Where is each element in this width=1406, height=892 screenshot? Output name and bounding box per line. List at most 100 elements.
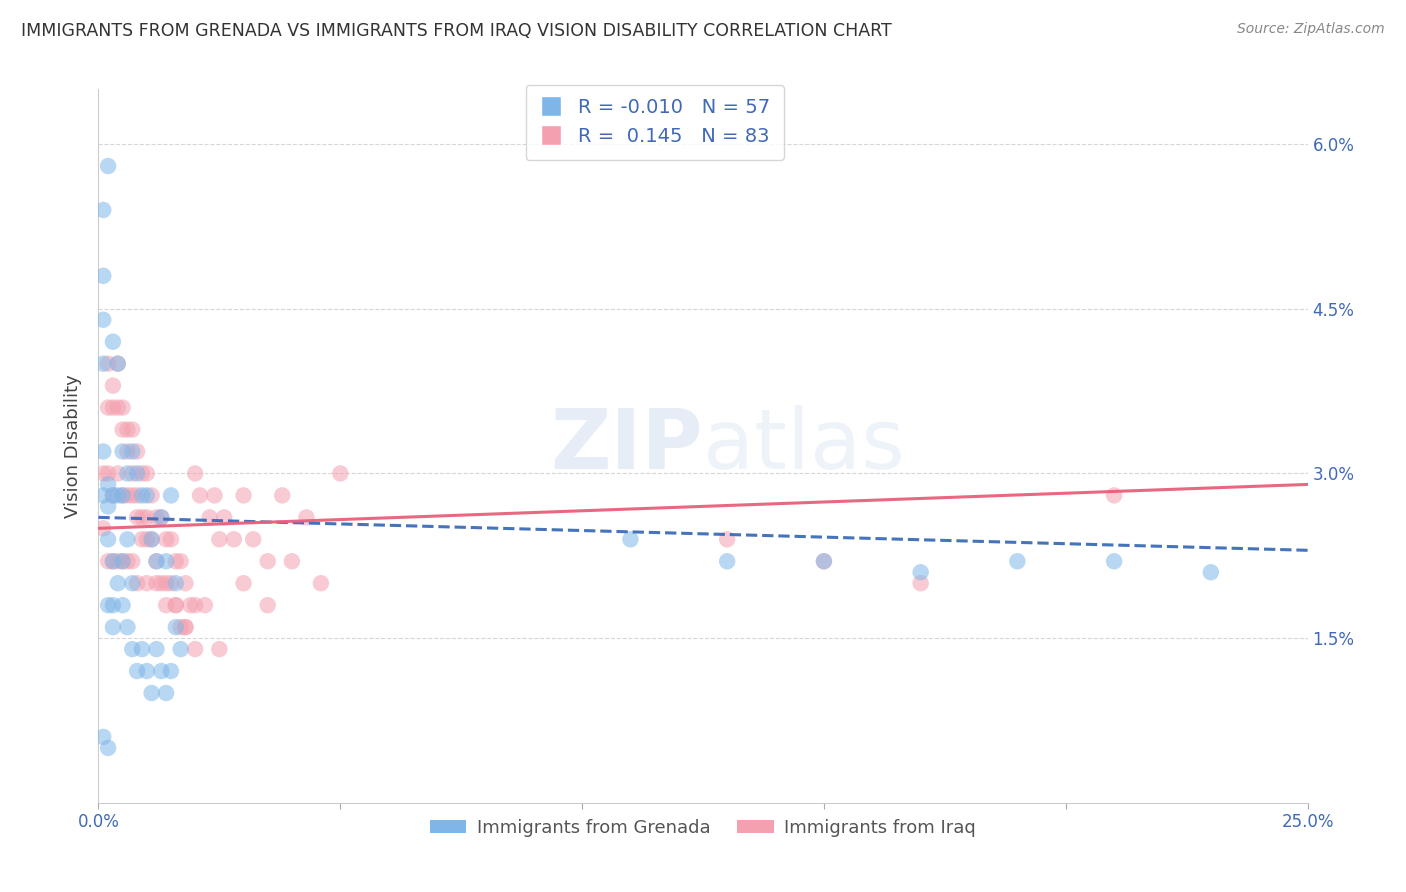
Point [242, 533, 264, 547]
Point [131, 510, 153, 524]
Point [121, 467, 143, 481]
Point [121, 423, 143, 437]
Point [91, 312, 114, 326]
Point [165, 554, 187, 568]
Point [145, 554, 167, 568]
Point [107, 488, 129, 502]
Point [155, 533, 177, 547]
Y-axis label: Vision Disability: Vision Disability [65, 374, 83, 518]
Point [145, 642, 167, 657]
Point [281, 554, 304, 568]
Point [160, 488, 183, 502]
Point [145, 510, 167, 524]
Text: IMMIGRANTS FROM GRENADA VS IMMIGRANTS FROM IRAQ VISION DISABILITY CORRELATION CH: IMMIGRANTS FROM GRENADA VS IMMIGRANTS FR… [21, 22, 891, 40]
Point [107, 576, 129, 591]
Point [135, 576, 157, 591]
Point [150, 510, 173, 524]
Point [111, 444, 134, 458]
Point [155, 576, 177, 591]
Point [141, 533, 163, 547]
Point [101, 554, 124, 568]
Point [97, 740, 120, 755]
Point [127, 467, 149, 481]
Point [101, 488, 124, 502]
Point [155, 598, 177, 612]
Point [160, 533, 183, 547]
Point [131, 488, 153, 502]
Point [271, 488, 294, 502]
Point [256, 554, 278, 568]
Point [111, 598, 134, 612]
Point [212, 510, 235, 524]
Point [101, 598, 124, 612]
Point [184, 642, 207, 657]
Point [127, 576, 149, 591]
Point [127, 664, 149, 678]
Point [135, 533, 157, 547]
Point [97, 500, 120, 514]
Point [329, 467, 352, 481]
Point [1199, 566, 1222, 580]
Point [97, 159, 120, 173]
Point [111, 423, 134, 437]
Point [716, 533, 738, 547]
Point [141, 488, 163, 502]
Point [222, 533, 245, 547]
Point [232, 488, 254, 502]
Point [194, 598, 217, 612]
Point [309, 576, 332, 591]
Point [155, 686, 177, 700]
Point [97, 598, 120, 612]
Point [97, 357, 120, 371]
Point [135, 488, 157, 502]
Point [141, 686, 163, 700]
Point [121, 444, 143, 458]
Point [101, 378, 124, 392]
Point [97, 401, 120, 415]
Point [121, 554, 143, 568]
Point [135, 510, 157, 524]
Point [127, 444, 149, 458]
Point [127, 488, 149, 502]
Point [1102, 554, 1125, 568]
Point [101, 401, 124, 415]
Point [150, 576, 173, 591]
Point [165, 598, 187, 612]
Point [910, 576, 932, 591]
Point [150, 510, 173, 524]
Point [141, 533, 163, 547]
Point [910, 566, 932, 580]
Point [111, 554, 134, 568]
Point [91, 357, 114, 371]
Point [111, 488, 134, 502]
Point [155, 554, 177, 568]
Point [111, 488, 134, 502]
Point [135, 467, 157, 481]
Point [188, 488, 211, 502]
Point [131, 467, 153, 481]
Point [107, 467, 129, 481]
Point [150, 664, 173, 678]
Point [117, 488, 139, 502]
Point [107, 401, 129, 415]
Point [131, 642, 153, 657]
Point [91, 488, 114, 502]
Point [184, 598, 207, 612]
Point [165, 576, 187, 591]
Point [91, 444, 114, 458]
Point [117, 554, 139, 568]
Point [174, 576, 197, 591]
Point [813, 554, 835, 568]
Point [813, 554, 835, 568]
Point [179, 598, 201, 612]
Point [145, 576, 167, 591]
Point [101, 554, 124, 568]
Point [174, 620, 197, 634]
Point [1102, 488, 1125, 502]
Point [295, 510, 318, 524]
Point [91, 268, 114, 283]
Legend: Immigrants from Grenada, Immigrants from Iraq: Immigrants from Grenada, Immigrants from… [423, 812, 983, 844]
Point [1007, 554, 1029, 568]
Point [131, 533, 153, 547]
Point [121, 576, 143, 591]
